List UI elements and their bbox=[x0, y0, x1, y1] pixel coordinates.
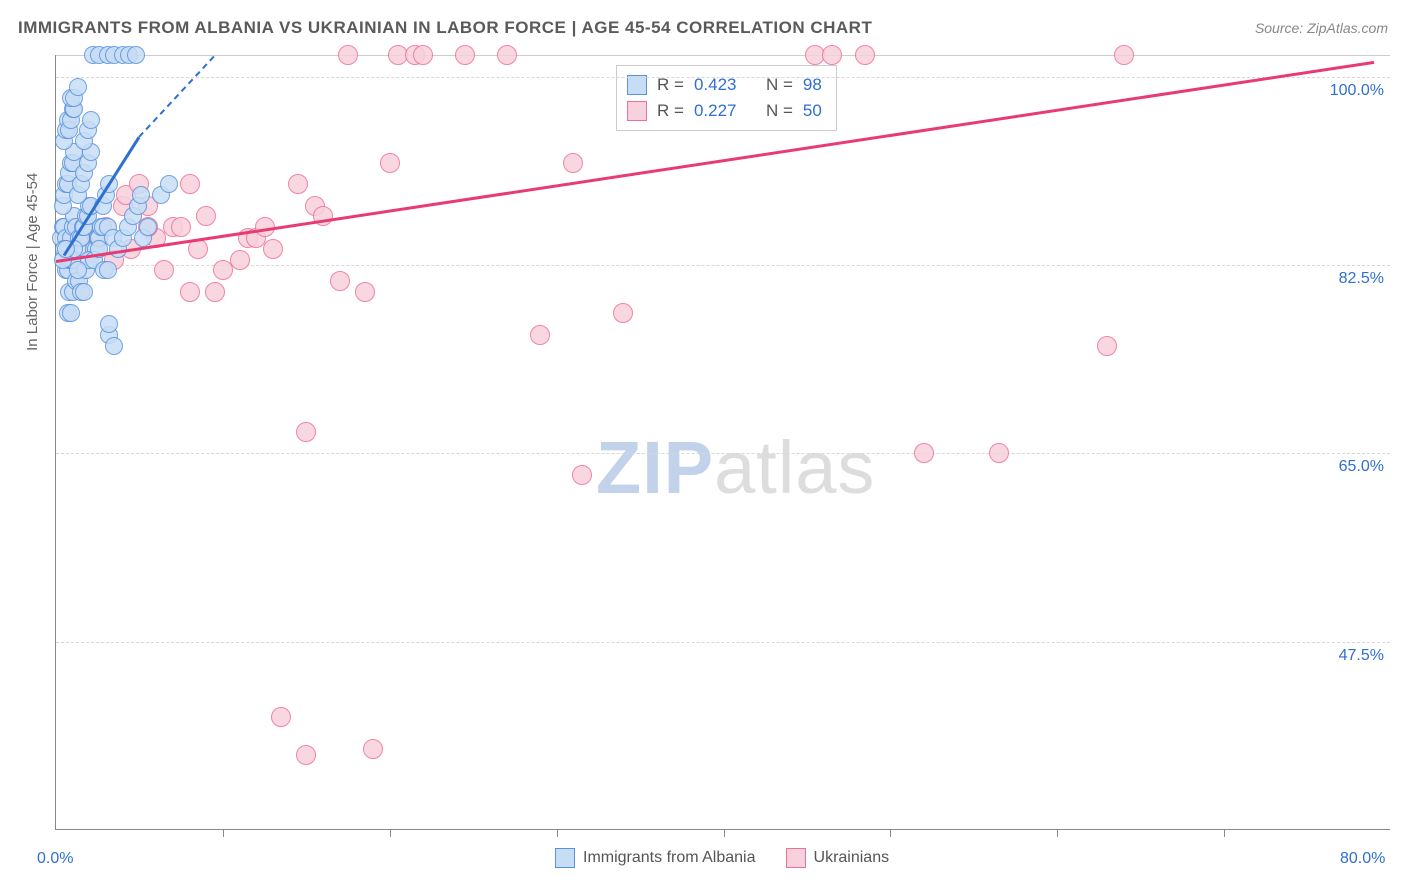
scatter-point-b bbox=[363, 739, 383, 759]
y-tick-label: 82.5% bbox=[1339, 270, 1384, 288]
scatter-point-b bbox=[572, 465, 592, 485]
scatter-point-a bbox=[105, 337, 123, 355]
scatter-point-a bbox=[69, 261, 87, 279]
n-value-series-b: 50 bbox=[803, 101, 822, 121]
x-tick bbox=[1057, 829, 1058, 837]
scatter-point-b bbox=[330, 271, 350, 291]
series-legend: Immigrants from Albania Ukrainians bbox=[555, 848, 889, 868]
scatter-point-b bbox=[1114, 45, 1134, 65]
scatter-point-a bbox=[127, 46, 145, 64]
scatter-point-a bbox=[100, 315, 118, 333]
scatter-point-a bbox=[139, 218, 157, 236]
r-label: R = bbox=[657, 101, 684, 121]
x-tick bbox=[724, 829, 725, 837]
scatter-chart: ZIPatlas R = 0.423 N = 98 R = 0.227 N = … bbox=[55, 55, 1390, 830]
legend-item-series-a: Immigrants from Albania bbox=[555, 848, 756, 868]
watermark-part2: atlas bbox=[714, 426, 875, 509]
scatter-point-b bbox=[205, 282, 225, 302]
y-tick-label: 65.0% bbox=[1339, 458, 1384, 476]
r-label: R = bbox=[657, 75, 684, 95]
scatter-point-b bbox=[563, 153, 583, 173]
scatter-point-a bbox=[62, 304, 80, 322]
scatter-point-b bbox=[497, 45, 517, 65]
gridline-h bbox=[56, 453, 1390, 454]
y-tick-label: 100.0% bbox=[1330, 82, 1384, 100]
scatter-point-b bbox=[413, 45, 433, 65]
x-tick bbox=[890, 829, 891, 837]
r-value-series-a: 0.423 bbox=[694, 75, 737, 95]
x-tick bbox=[223, 829, 224, 837]
scatter-point-b bbox=[263, 239, 283, 259]
scatter-point-a bbox=[99, 261, 117, 279]
gridline-h bbox=[56, 265, 1390, 266]
scatter-point-b bbox=[613, 303, 633, 323]
legend-label-series-a: Immigrants from Albania bbox=[583, 849, 756, 867]
scatter-point-a bbox=[69, 78, 87, 96]
scatter-point-b bbox=[288, 174, 308, 194]
scatter-point-b bbox=[380, 153, 400, 173]
scatter-point-b bbox=[822, 45, 842, 65]
scatter-point-b bbox=[296, 422, 316, 442]
scatter-point-b bbox=[355, 282, 375, 302]
x-tick bbox=[1224, 829, 1225, 837]
scatter-point-b bbox=[180, 282, 200, 302]
scatter-point-b bbox=[171, 217, 191, 237]
scatter-point-b bbox=[296, 745, 316, 765]
scatter-point-b bbox=[855, 45, 875, 65]
n-label: N = bbox=[766, 101, 793, 121]
scatter-point-b bbox=[196, 206, 216, 226]
stats-row-series-b: R = 0.227 N = 50 bbox=[627, 98, 822, 124]
x-axis-max-label: 80.0% bbox=[1340, 850, 1385, 868]
x-tick bbox=[557, 829, 558, 837]
x-tick bbox=[390, 829, 391, 837]
n-value-series-a: 98 bbox=[803, 75, 822, 95]
gridline-h bbox=[56, 642, 1390, 643]
gridline-h bbox=[56, 77, 1390, 78]
scatter-point-b bbox=[154, 260, 174, 280]
swatch-series-a bbox=[555, 848, 575, 868]
scatter-point-b bbox=[271, 707, 291, 727]
swatch-series-b bbox=[627, 101, 647, 121]
scatter-point-b bbox=[1097, 336, 1117, 356]
watermark-part1: ZIP bbox=[596, 426, 714, 509]
scatter-point-b bbox=[989, 443, 1009, 463]
swatch-series-a bbox=[627, 75, 647, 95]
y-axis-title: In Labor Force | Age 45-54 bbox=[24, 173, 41, 351]
scatter-point-b bbox=[455, 45, 475, 65]
scatter-point-b bbox=[530, 325, 550, 345]
scatter-point-b bbox=[338, 45, 358, 65]
scatter-point-a bbox=[160, 175, 178, 193]
legend-item-series-b: Ukrainians bbox=[786, 848, 890, 868]
correlation-stats-box: R = 0.423 N = 98 R = 0.227 N = 50 bbox=[616, 65, 837, 131]
n-label: N = bbox=[766, 75, 793, 95]
r-value-series-b: 0.227 bbox=[694, 101, 737, 121]
scatter-point-b bbox=[230, 250, 250, 270]
scatter-point-a bbox=[75, 283, 93, 301]
scatter-point-b bbox=[914, 443, 934, 463]
source-attribution: Source: ZipAtlas.com bbox=[1255, 20, 1388, 36]
scatter-point-b bbox=[180, 174, 200, 194]
swatch-series-b bbox=[786, 848, 806, 868]
legend-label-series-b: Ukrainians bbox=[814, 849, 890, 867]
scatter-point-a bbox=[82, 111, 100, 129]
scatter-point-a bbox=[132, 186, 150, 204]
trend-line-extension bbox=[139, 55, 216, 137]
y-tick-label: 47.5% bbox=[1339, 647, 1384, 665]
watermark: ZIPatlas bbox=[596, 425, 875, 510]
chart-title: IMMIGRANTS FROM ALBANIA VS UKRAINIAN IN … bbox=[18, 18, 872, 38]
chart-top-border bbox=[56, 55, 1390, 56]
x-axis-min-label: 0.0% bbox=[37, 850, 73, 868]
